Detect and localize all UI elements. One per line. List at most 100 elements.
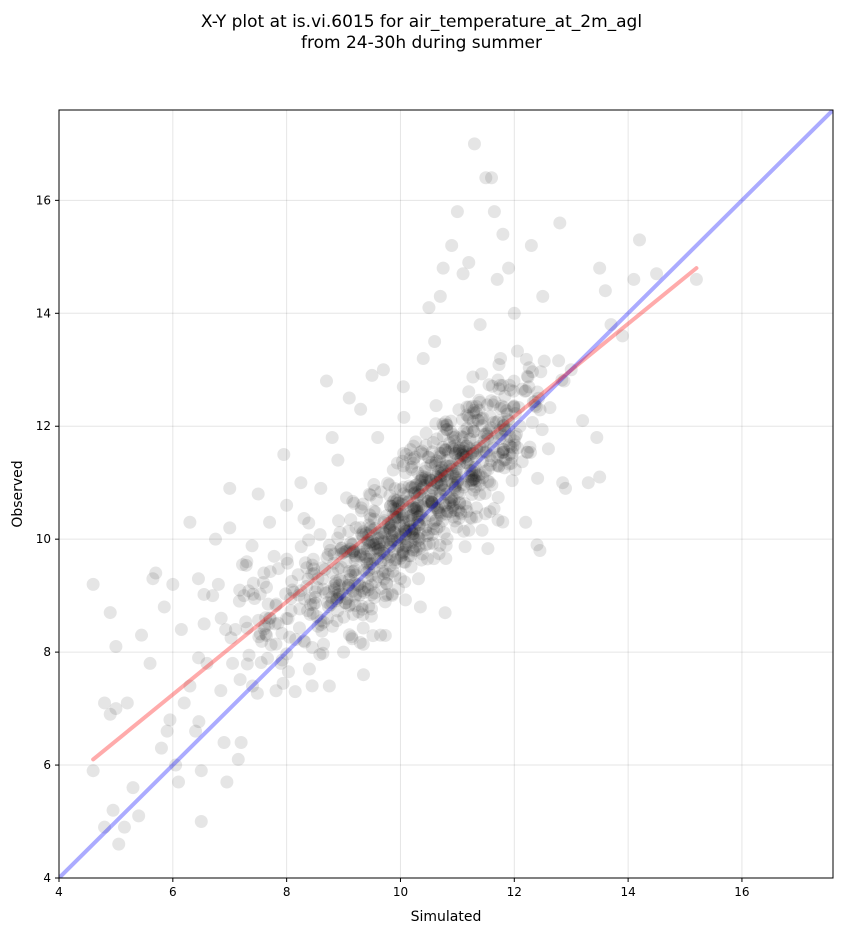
data-point — [353, 588, 367, 602]
data-point — [393, 572, 407, 586]
x-tick-label: 8 — [283, 885, 291, 899]
data-point — [454, 451, 468, 465]
data-point — [293, 602, 307, 616]
data-point — [513, 419, 527, 433]
data-point — [430, 501, 444, 515]
data-point — [456, 448, 470, 462]
data-point — [253, 627, 267, 641]
data-point — [418, 470, 432, 484]
data-point — [315, 624, 329, 638]
data-point — [109, 639, 123, 653]
data-point — [493, 432, 507, 446]
data-point — [413, 600, 427, 614]
data-point — [515, 382, 529, 396]
data-point — [373, 546, 387, 560]
data-point — [456, 444, 470, 458]
data-point — [363, 508, 377, 522]
data-point — [462, 411, 476, 425]
data-point — [355, 602, 369, 616]
data-point — [393, 551, 407, 565]
data-point — [146, 572, 160, 586]
data-point — [433, 506, 447, 520]
data-point — [418, 513, 432, 527]
data-point — [457, 524, 471, 538]
data-point — [487, 502, 501, 516]
data-point — [481, 432, 495, 446]
data-point — [389, 494, 403, 508]
data-point — [411, 510, 425, 524]
data-point — [354, 527, 368, 541]
data-point — [520, 369, 534, 383]
data-point — [446, 428, 460, 442]
data-point — [443, 459, 457, 473]
data-point — [358, 550, 372, 564]
data-point — [541, 442, 555, 456]
data-point — [536, 289, 550, 303]
data-point — [378, 628, 392, 642]
data-point — [321, 596, 335, 610]
data-point — [308, 596, 322, 610]
data-point — [378, 565, 392, 579]
data-point — [356, 637, 370, 651]
data-point — [333, 525, 347, 539]
data-point — [451, 453, 465, 467]
data-point — [418, 473, 432, 487]
data-point — [383, 537, 397, 551]
data-point — [406, 527, 420, 541]
data-point — [492, 414, 506, 428]
data-point — [519, 384, 533, 398]
data-point — [407, 501, 421, 515]
data-point — [219, 623, 233, 637]
data-point — [414, 478, 428, 492]
data-point — [368, 505, 382, 519]
data-point — [437, 466, 451, 480]
data-point — [363, 488, 377, 502]
data-point — [429, 399, 443, 413]
data-point — [469, 399, 483, 413]
data-point — [448, 480, 462, 494]
data-point — [415, 499, 429, 513]
data-point — [484, 421, 498, 435]
data-point — [254, 656, 268, 670]
data-point — [436, 417, 450, 431]
data-point — [393, 483, 407, 497]
data-point — [430, 513, 444, 527]
data-point — [510, 344, 524, 358]
data-point — [355, 599, 369, 613]
data-point — [481, 542, 495, 556]
data-point — [604, 318, 618, 332]
data-point — [425, 497, 439, 511]
data-point — [485, 379, 499, 393]
data-point — [470, 443, 484, 457]
data-point — [343, 542, 357, 556]
data-point — [281, 612, 295, 626]
data-point — [380, 535, 394, 549]
data-point — [403, 451, 417, 465]
data-point — [336, 587, 350, 601]
data-point — [464, 470, 478, 484]
data-point — [447, 497, 461, 511]
data-point — [353, 635, 367, 649]
data-point — [531, 471, 545, 485]
data-point — [154, 741, 168, 755]
data-point — [232, 594, 246, 608]
data-point — [494, 427, 508, 441]
data-point — [257, 566, 271, 580]
data-point — [506, 446, 520, 460]
data-point — [378, 595, 392, 609]
data-point — [463, 463, 477, 477]
data-point — [543, 401, 557, 415]
data-point — [529, 400, 543, 414]
data-point — [348, 598, 362, 612]
data-point — [446, 501, 460, 515]
data-point — [393, 530, 407, 544]
data-point — [306, 552, 320, 566]
data-point — [372, 536, 386, 550]
data-point — [398, 555, 412, 569]
data-point — [522, 380, 536, 394]
data-point — [425, 481, 439, 495]
data-point — [483, 449, 497, 463]
data-point — [439, 539, 453, 553]
data-point — [337, 610, 351, 624]
data-point — [475, 455, 489, 469]
